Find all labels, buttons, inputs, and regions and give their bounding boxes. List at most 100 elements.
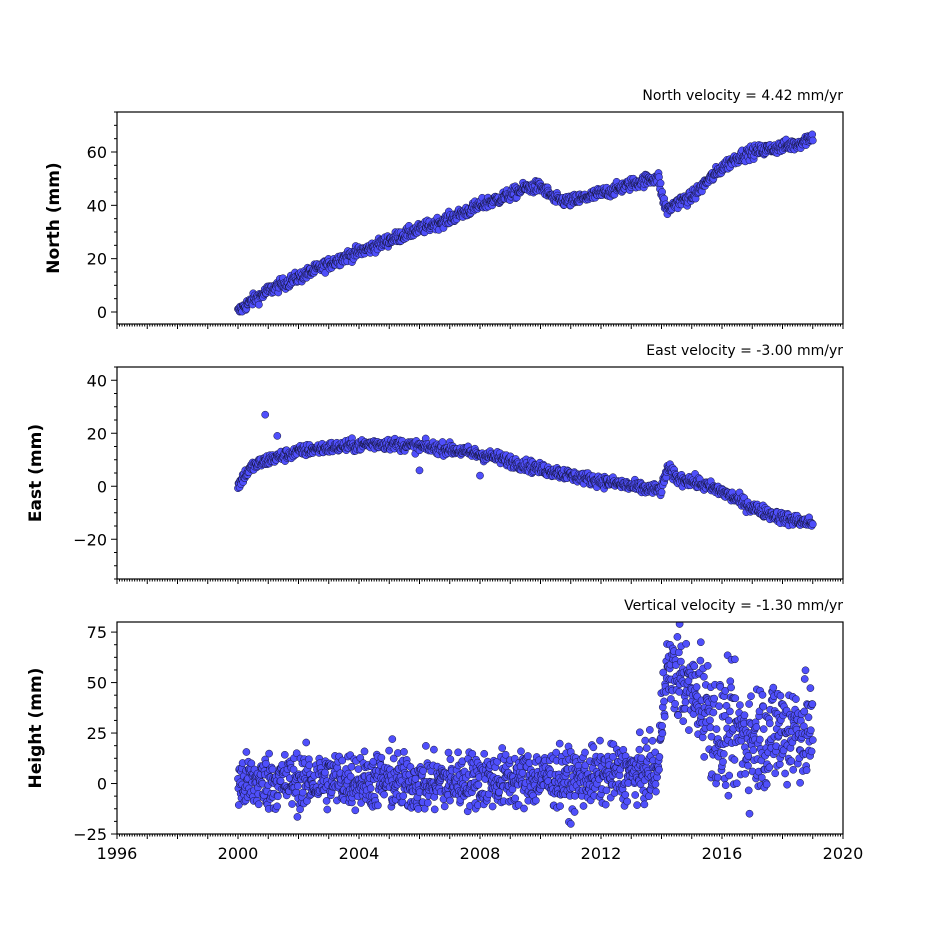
data-point xyxy=(677,657,685,666)
data-point xyxy=(262,759,270,768)
data-point xyxy=(635,728,644,737)
data-point xyxy=(589,743,598,752)
data-point xyxy=(655,765,663,774)
x-tick-label: 2020 xyxy=(823,844,864,863)
data-point xyxy=(652,787,660,796)
outlier-point xyxy=(476,471,484,480)
chart-panels: 0 20 40 60 North velocity = 4.42 mm/yr North … xyxy=(26,88,863,863)
data-point xyxy=(357,799,365,807)
data-point xyxy=(514,800,523,809)
data-point xyxy=(765,719,774,728)
data-point xyxy=(806,684,815,692)
data-point xyxy=(719,750,728,758)
data-point xyxy=(710,694,719,703)
data-point xyxy=(685,726,693,734)
y-axis-label: Height (mm) xyxy=(26,668,46,789)
y-tick-label: 0 xyxy=(97,303,107,322)
data-point xyxy=(555,739,564,748)
data-point xyxy=(446,796,454,805)
y-tick-label: 0 xyxy=(97,477,107,496)
data-point xyxy=(808,520,817,529)
data-point xyxy=(518,769,527,777)
data-point xyxy=(380,790,388,799)
x-tick-label: 2004 xyxy=(339,844,380,863)
data-point xyxy=(681,698,690,707)
data-point xyxy=(454,748,462,757)
data-point xyxy=(703,661,712,670)
data-point xyxy=(721,781,730,790)
data-point xyxy=(552,748,561,757)
data-point xyxy=(242,748,251,756)
data-point xyxy=(787,757,796,765)
outlier-point xyxy=(696,638,705,647)
data-point xyxy=(389,754,398,763)
x-tick-label: 2016 xyxy=(702,844,743,863)
data-point xyxy=(517,747,525,756)
data-point xyxy=(724,716,733,725)
data-point xyxy=(796,778,804,787)
data-point xyxy=(765,763,774,772)
data-point xyxy=(254,800,263,809)
chart-panel-3: 1996 2000 2004 2008 2012 2016 2020 −25 0 25 50 75 Ve… xyxy=(26,598,863,863)
data-point xyxy=(354,765,363,773)
data-point xyxy=(280,750,289,759)
data-point xyxy=(414,805,423,813)
data-point xyxy=(234,801,243,809)
data-point xyxy=(690,662,699,671)
data-point xyxy=(657,488,666,497)
data-point xyxy=(792,695,800,703)
data-point xyxy=(725,771,734,780)
y-axis-label: North (mm) xyxy=(44,162,64,273)
data-point xyxy=(430,805,439,814)
y-tick-label: 40 xyxy=(87,196,107,215)
data-point xyxy=(347,762,356,771)
data-point xyxy=(755,735,764,744)
data-point xyxy=(601,800,610,809)
data-point xyxy=(726,707,734,716)
data-point xyxy=(360,747,369,756)
data-points xyxy=(234,130,817,316)
data-point xyxy=(658,722,666,730)
data-point xyxy=(712,725,721,733)
data-point xyxy=(671,699,679,708)
data-point xyxy=(579,802,588,810)
data-point xyxy=(631,791,640,799)
data-point xyxy=(696,656,705,665)
data-point xyxy=(781,769,789,778)
y-tick-label: −20 xyxy=(73,530,107,549)
data-point xyxy=(247,759,256,768)
data-point xyxy=(682,639,691,648)
data-point xyxy=(444,748,453,757)
data-point xyxy=(730,756,739,764)
data-point xyxy=(804,713,813,722)
data-point xyxy=(673,633,682,641)
data-point xyxy=(292,749,301,758)
y-tick-label: 0 xyxy=(97,775,107,794)
data-point xyxy=(759,725,768,733)
data-point xyxy=(440,802,449,811)
velocity-title: East velocity = -3.00 mm/yr xyxy=(646,343,843,359)
data-point xyxy=(338,756,347,765)
data-point xyxy=(655,753,664,761)
data-point xyxy=(524,752,532,760)
data-point xyxy=(759,702,768,711)
data-point xyxy=(700,753,709,761)
y-tick-label: −25 xyxy=(73,825,107,844)
data-point xyxy=(641,736,650,745)
data-point xyxy=(642,744,651,752)
data-point xyxy=(731,694,740,703)
data-point xyxy=(570,808,579,816)
data-point xyxy=(706,716,714,725)
data-point xyxy=(322,797,331,805)
x-tick-label: 2012 xyxy=(581,844,622,863)
x-tick-label: 2008 xyxy=(460,844,501,863)
data-point xyxy=(422,742,430,750)
data-point xyxy=(498,744,507,752)
data-point xyxy=(305,761,314,770)
data-point xyxy=(377,753,386,762)
data-point xyxy=(749,746,758,755)
data-point xyxy=(293,782,302,790)
data-point xyxy=(800,675,809,683)
data-point xyxy=(709,708,718,717)
data-point xyxy=(715,702,724,711)
